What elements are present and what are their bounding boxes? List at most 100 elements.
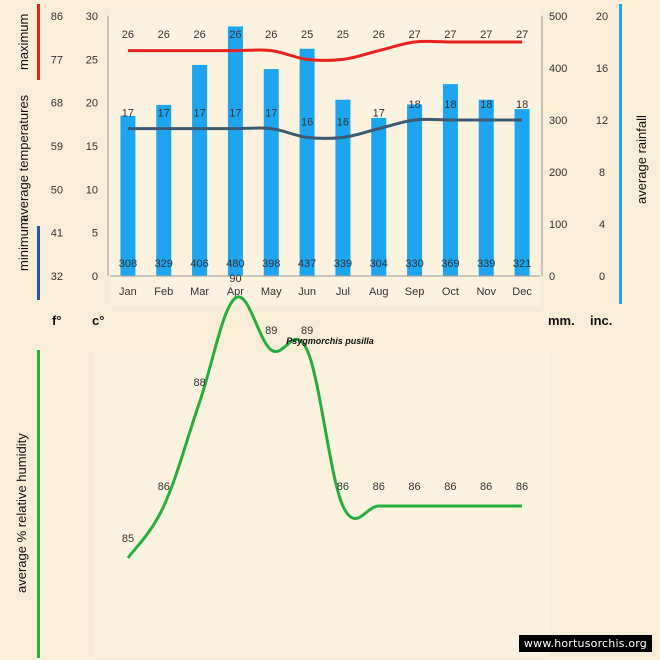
month-label: Nov	[476, 286, 496, 298]
celsius-tick: 30	[86, 11, 98, 23]
minimum-value-label: 17	[193, 108, 205, 120]
month-label: Sep	[405, 286, 425, 298]
humidity-line	[126, 295, 522, 559]
minimum-indicator-bar	[37, 226, 40, 300]
maximum-temperature-line	[127, 39, 523, 63]
humidity-value-label: 86	[337, 481, 349, 493]
celsius-tick: 20	[86, 98, 98, 110]
humidity-indicator-bar	[37, 350, 40, 658]
humidity-title: average % relative humidity	[14, 433, 29, 593]
mm-tick: 200	[549, 167, 567, 179]
rainfall-value-label: 321	[513, 258, 531, 270]
fahrenheit-tick: 41	[51, 228, 63, 240]
unit-fahrenheit: f°	[52, 313, 62, 328]
mm-tick: 300	[549, 115, 567, 127]
maximum-value-label: 25	[337, 29, 349, 41]
minimum-temperature-line	[127, 117, 523, 141]
maximum-value-label: 27	[516, 29, 528, 41]
humidity-value-label: 86	[480, 481, 492, 493]
mm-tick: 100	[549, 219, 567, 231]
month-label: Mar	[190, 286, 209, 298]
species-name: Psygmorchis pusilla	[286, 336, 374, 346]
month-label: Aug	[369, 286, 389, 298]
maximum-value-label: 26	[193, 29, 205, 41]
fahrenheit-tick: 59	[51, 141, 63, 153]
average-temperatures-title: average temperatures	[16, 94, 31, 222]
rainfall-bar	[120, 115, 136, 276]
minimum-value-label: 18	[516, 99, 528, 111]
rainfall-value-label: 406	[190, 258, 208, 270]
celsius-tick: 10	[86, 184, 98, 196]
humidity-value-label: 89	[301, 325, 313, 337]
unit-celsius: c°	[92, 313, 105, 328]
maximum-value-label: 25	[301, 29, 313, 41]
fahrenheit-tick: 77	[51, 54, 63, 66]
rainfall-bar	[371, 117, 387, 276]
fahrenheit-tick: 86	[51, 11, 63, 23]
rainfall-bar	[478, 99, 494, 276]
maximum-value-label: 26	[158, 29, 170, 41]
month-label: Apr	[227, 286, 244, 298]
minimum-value-label: 18	[408, 99, 420, 111]
celsius-tick: 25	[86, 54, 98, 66]
temperature-rainfall-panel	[110, 8, 540, 306]
inches-tick: 8	[599, 167, 605, 179]
rainfall-indicator-bar	[619, 4, 622, 304]
inches-tick: 20	[596, 11, 608, 23]
minimum-title: minimum	[16, 218, 31, 271]
rainfall-bar	[514, 109, 530, 276]
rainfall-value-label: 304	[370, 258, 388, 270]
minimum-value-label: 16	[301, 116, 313, 128]
rainfall-value-label: 339	[334, 258, 352, 270]
humidity-value-label: 86	[158, 481, 170, 493]
month-label: May	[261, 286, 282, 298]
rainfall-value-label: 398	[262, 258, 280, 270]
rainfall-value-label: 480	[226, 258, 244, 270]
humidity-value-label: 90	[229, 273, 241, 285]
rainfall-bar	[192, 64, 208, 276]
humidity-value-label: 88	[194, 377, 206, 389]
rainfall-value-label: 330	[405, 258, 423, 270]
maximum-value-label: 27	[480, 29, 492, 41]
rainfall-bar	[263, 69, 279, 276]
month-label: Jan	[119, 286, 137, 298]
mm-tick: 500	[549, 11, 567, 23]
maximum-value-label: 26	[373, 29, 385, 41]
watermark: www.hortusorchis.org	[518, 635, 652, 652]
mm-tick: 0	[549, 271, 555, 283]
rainfall-bar	[335, 99, 351, 276]
minimum-value-label: 17	[265, 108, 277, 120]
rainfall-value-label: 308	[119, 258, 137, 270]
fahrenheit-tick: 32	[51, 271, 63, 283]
humidity-value-label: 89	[265, 325, 277, 337]
fahrenheit-tick: 68	[51, 98, 63, 110]
humidity-value-label: 86	[516, 481, 528, 493]
inches-tick: 12	[596, 115, 608, 127]
rainfall-bar	[156, 104, 172, 276]
unit-mm: mm.	[548, 313, 575, 328]
rainfall-bar	[442, 84, 458, 277]
rainfall-value-label: 339	[477, 258, 495, 270]
minimum-value-label: 17	[158, 108, 170, 120]
maximum-value-label: 27	[408, 29, 420, 41]
rainfall-bar	[227, 26, 243, 277]
month-label: Feb	[154, 286, 173, 298]
celsius-tick: 5	[92, 228, 98, 240]
rainfall-value-label: 437	[298, 258, 316, 270]
rainfall-value-label: 369	[441, 258, 459, 270]
maximum-value-label: 26	[122, 29, 134, 41]
minimum-value-label: 16	[337, 116, 349, 128]
celsius-tick: 15	[86, 141, 98, 153]
maximum-title: maximum	[16, 14, 31, 70]
month-label: Jun	[298, 286, 316, 298]
minimum-value-label: 17	[122, 108, 134, 120]
celsius-tick: 0	[92, 271, 98, 283]
rainfall-bar	[407, 104, 423, 277]
maximum-value-label: 26	[229, 29, 241, 41]
rainfall-value-label: 329	[155, 258, 173, 270]
maximum-indicator-bar	[37, 4, 40, 80]
month-label: Oct	[442, 286, 459, 298]
minimum-value-label: 17	[229, 108, 241, 120]
humidity-value-label: 86	[444, 481, 456, 493]
